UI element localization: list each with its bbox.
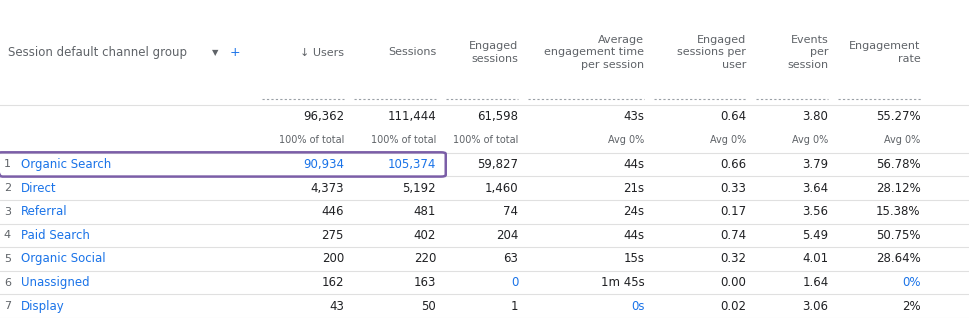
Text: Direct: Direct <box>21 182 57 195</box>
Text: Unassigned: Unassigned <box>21 276 90 289</box>
Text: 100% of total: 100% of total <box>279 135 344 145</box>
Text: 200: 200 <box>322 252 344 266</box>
Text: 204: 204 <box>496 229 518 242</box>
Text: 5.49: 5.49 <box>802 229 828 242</box>
Text: ↓ Users: ↓ Users <box>300 47 344 58</box>
Text: Events
per
session: Events per session <box>788 35 828 70</box>
Text: 5: 5 <box>4 254 11 264</box>
Text: Avg 0%: Avg 0% <box>710 135 746 145</box>
Text: 163: 163 <box>414 276 436 289</box>
Text: 3.06: 3.06 <box>802 300 828 313</box>
Text: 0.02: 0.02 <box>720 300 746 313</box>
Text: 7: 7 <box>4 301 11 311</box>
Text: 3: 3 <box>4 207 11 217</box>
Text: 3.79: 3.79 <box>802 158 828 171</box>
Text: 481: 481 <box>414 205 436 218</box>
Text: 3.80: 3.80 <box>802 110 828 122</box>
Text: 1m 45s: 1m 45s <box>601 276 644 289</box>
Text: 28.64%: 28.64% <box>876 252 921 266</box>
Text: Organic Search: Organic Search <box>21 158 111 171</box>
Text: 44s: 44s <box>623 229 644 242</box>
Text: 105,374: 105,374 <box>388 158 436 171</box>
Text: 74: 74 <box>504 205 518 218</box>
Text: 90,934: 90,934 <box>303 158 344 171</box>
Text: 0.74: 0.74 <box>720 229 746 242</box>
Text: ▼: ▼ <box>212 48 219 57</box>
Text: 0.66: 0.66 <box>720 158 746 171</box>
Text: 3.64: 3.64 <box>802 182 828 195</box>
Text: 3.56: 3.56 <box>802 205 828 218</box>
Text: 50.75%: 50.75% <box>876 229 921 242</box>
Text: Engaged
sessions per
user: Engaged sessions per user <box>677 35 746 70</box>
Text: 96,362: 96,362 <box>303 110 344 122</box>
Text: Paid Search: Paid Search <box>21 229 90 242</box>
Text: Engagement
rate: Engagement rate <box>849 41 921 64</box>
Text: 15.38%: 15.38% <box>876 205 921 218</box>
Text: 220: 220 <box>414 252 436 266</box>
Text: 275: 275 <box>322 229 344 242</box>
Text: Sessions: Sessions <box>388 47 436 58</box>
Text: 1.64: 1.64 <box>802 276 828 289</box>
Text: 0s: 0s <box>631 300 644 313</box>
Text: Avg 0%: Avg 0% <box>609 135 644 145</box>
Text: Organic Social: Organic Social <box>21 252 106 266</box>
Text: Average
engagement time
per session: Average engagement time per session <box>545 35 644 70</box>
Text: 56.78%: 56.78% <box>876 158 921 171</box>
Text: 15s: 15s <box>623 252 644 266</box>
Text: 1,460: 1,460 <box>484 182 518 195</box>
Text: 446: 446 <box>322 205 344 218</box>
Text: 43: 43 <box>329 300 344 313</box>
Text: 2%: 2% <box>902 300 921 313</box>
Text: 402: 402 <box>414 229 436 242</box>
Text: 0.64: 0.64 <box>720 110 746 122</box>
Text: 0: 0 <box>511 276 518 289</box>
Text: 4,373: 4,373 <box>310 182 344 195</box>
Text: 2: 2 <box>4 183 11 193</box>
Text: 59,827: 59,827 <box>478 158 518 171</box>
Text: 24s: 24s <box>623 205 644 218</box>
Text: Referral: Referral <box>21 205 68 218</box>
Text: 162: 162 <box>322 276 344 289</box>
Text: 61,598: 61,598 <box>478 110 518 122</box>
Text: 44s: 44s <box>623 158 644 171</box>
Text: 63: 63 <box>504 252 518 266</box>
Text: 4.01: 4.01 <box>802 252 828 266</box>
Text: 4: 4 <box>4 230 11 240</box>
Text: 100% of total: 100% of total <box>371 135 436 145</box>
Text: 21s: 21s <box>623 182 644 195</box>
Text: 50: 50 <box>422 300 436 313</box>
Text: 100% of total: 100% of total <box>453 135 518 145</box>
Text: Engaged
sessions: Engaged sessions <box>469 41 518 64</box>
Text: 55.27%: 55.27% <box>876 110 921 122</box>
Text: 0.17: 0.17 <box>720 205 746 218</box>
Text: Avg 0%: Avg 0% <box>885 135 921 145</box>
Text: Avg 0%: Avg 0% <box>793 135 828 145</box>
Text: 111,444: 111,444 <box>388 110 436 122</box>
Text: 1: 1 <box>4 159 11 169</box>
Text: 0.32: 0.32 <box>720 252 746 266</box>
Text: 0.00: 0.00 <box>720 276 746 289</box>
Text: 0.33: 0.33 <box>720 182 746 195</box>
Text: 1: 1 <box>511 300 518 313</box>
Text: +: + <box>230 46 240 59</box>
Text: 5,192: 5,192 <box>402 182 436 195</box>
Text: 28.12%: 28.12% <box>876 182 921 195</box>
Text: 0%: 0% <box>902 276 921 289</box>
Text: 43s: 43s <box>623 110 644 122</box>
Text: Session default channel group: Session default channel group <box>8 46 187 59</box>
Text: Display: Display <box>21 300 65 313</box>
Text: 6: 6 <box>4 278 11 287</box>
